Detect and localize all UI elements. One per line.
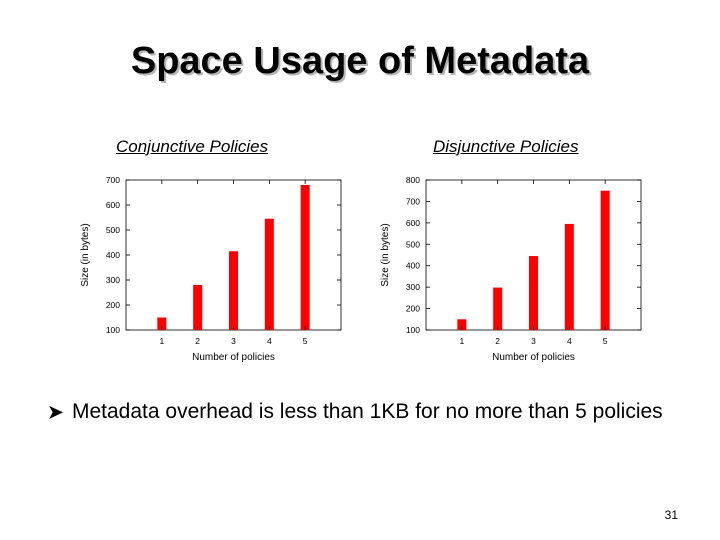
y-tick-label: 400 (406, 261, 420, 271)
page-number: 31 (664, 508, 678, 522)
bar-4 (264, 218, 274, 330)
bar-3 (229, 251, 238, 330)
bar-4 (564, 223, 574, 330)
y-tick-label: 800 (406, 175, 420, 185)
y-axis-label: Size (in bytes) (380, 223, 391, 286)
x-tick-label: 4 (567, 336, 572, 346)
y-tick-label: 300 (406, 282, 420, 292)
slide-title: Space Usage of Metadata (130, 40, 590, 82)
y-tick-label: 200 (406, 304, 420, 314)
y-tick-label: 700 (106, 175, 120, 185)
x-tick-label: 4 (267, 336, 272, 346)
y-tick-label: 500 (106, 225, 120, 235)
x-tick-label: 5 (303, 336, 308, 346)
arrow-bullet-icon: ➤ (48, 402, 64, 422)
bar-2 (193, 285, 203, 330)
x-axis-label: Number of policies (192, 352, 275, 363)
bar-3 (529, 256, 538, 330)
conjunctive-policies-chart: 100 200 300 400 500 600 700 1 2 3 4 5 Number of poli… (80, 175, 342, 363)
y-tick-label: 100 (106, 325, 120, 335)
x-tick-label: 3 (531, 336, 536, 346)
x-tick-label: 1 (159, 336, 164, 346)
x-tick-label: 2 (495, 336, 500, 346)
bar-1 (457, 319, 467, 330)
x-tick-label: 3 (231, 336, 236, 346)
y-tick-label: 600 (106, 200, 120, 210)
bar-1 (157, 317, 167, 330)
chart-caption-conjunctive: Conjunctive Policies (116, 137, 269, 156)
x-tick-label: 1 (459, 336, 464, 346)
bar-5 (300, 185, 310, 330)
y-tick-label: 100 (406, 325, 420, 335)
y-tick-label: 400 (106, 250, 120, 260)
x-tick-label: 5 (603, 336, 608, 346)
bar-2 (493, 287, 503, 330)
bar-5 (600, 190, 610, 330)
bullet-text: Metadata overhead is less than 1KB for n… (72, 400, 663, 423)
disjunctive-policies-chart: 100 200 300 400 500 600 700 800 1 2 3 4 5 Number of p… (380, 175, 642, 363)
y-axis-label: Size (in bytes) (80, 223, 91, 286)
chart-caption-disjunctive: Disjunctive Policies (433, 137, 579, 156)
x-axis-label: Number of policies (492, 352, 575, 363)
y-tick-label: 600 (406, 218, 420, 228)
y-tick-label: 200 (106, 300, 120, 310)
x-tick-label: 2 (195, 336, 200, 346)
y-tick-label: 500 (406, 239, 420, 249)
y-tick-label: 700 (406, 196, 420, 206)
y-tick-label: 300 (106, 275, 120, 285)
